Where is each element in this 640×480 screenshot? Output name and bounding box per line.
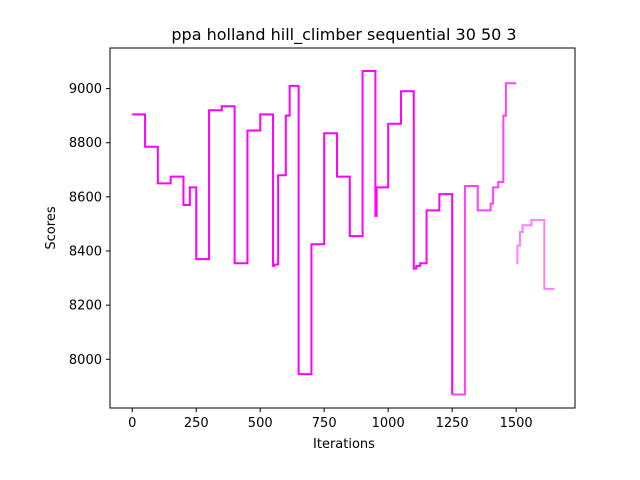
chart-title: ppa holland hill_climber sequential 30 5… [171,25,516,45]
x-tick-label: 500 [248,416,273,431]
y-tick-label: 8600 [69,190,102,205]
x-tick-label: 750 [312,416,337,431]
axes-layer: 0 250 500 750 1000 1250 1500 8000 8200 8400 8600 88… [69,47,576,431]
x-axis-label: Iterations [313,437,375,452]
y-tick-label: 8800 [69,136,102,151]
y-tick-label: 8200 [69,299,102,314]
series-line-2 [452,82,517,396]
x-tick-label: 1250 [436,416,469,431]
y-tick-label: 9000 [69,82,102,97]
series-line-1 [132,70,454,395]
series-layer [132,70,555,396]
y-axis-label: Scores [44,206,59,249]
plot-frame [109,47,576,409]
x-tick-label: 250 [184,416,209,431]
y-tick-label: 8000 [69,353,102,368]
x-tick-label: 1000 [372,416,405,431]
series-line-3 [516,218,555,290]
x-tick-label: 0 [128,416,136,431]
x-tick-label: 1500 [500,416,533,431]
y-tick-label: 8400 [69,245,102,260]
